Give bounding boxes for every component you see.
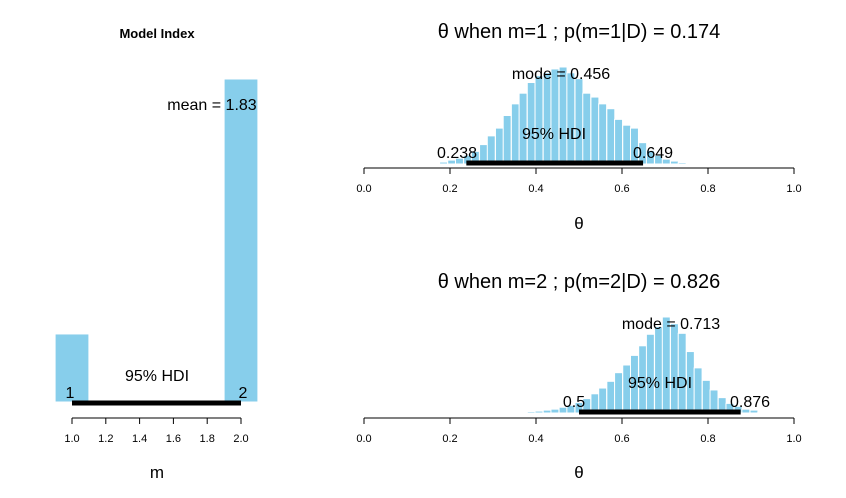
m2-hdi-high-label: 0.876	[730, 394, 770, 411]
m1-histogram-bar-32	[677, 162, 687, 165]
m1-hdi-high-label: 0.649	[633, 145, 673, 162]
m1-histogram-bar-33	[685, 162, 695, 165]
model-hdi-label: 95% HDI	[125, 368, 189, 385]
m1-panel-title: θ when m=1 ; p(m=1|D) = 0.174	[438, 21, 721, 43]
m2-histogram-bar-14	[614, 372, 624, 414]
m2-hdi-label: 95% HDI	[628, 375, 692, 392]
m1-hdi-label: 95% HDI	[522, 126, 586, 143]
m2-mode-label: mode = 0.713	[622, 316, 720, 333]
m1-histogram-bar-22	[598, 103, 608, 165]
m1-histogram-bar-2	[439, 161, 449, 165]
m1-histogram-bar-16	[550, 68, 560, 165]
model-tick-label-1: 1.0	[64, 433, 79, 445]
m1-tick-label-5: 0.8	[700, 183, 715, 195]
model-x-axis-label: m	[150, 463, 164, 482]
m2-panel-title: θ when m=2 ; p(m=2|D) = 0.826	[438, 271, 721, 293]
m1-histogram-bar-13	[526, 82, 536, 165]
m1-histogram-bar-15	[542, 72, 552, 165]
model-tick-label-3: 1.4	[132, 433, 147, 445]
m2-tick-label-2: 0.2	[442, 433, 457, 445]
m2-tick-label-3: 0.4	[528, 433, 543, 445]
m2-tick-label-1: 0.0	[356, 433, 371, 445]
m1-histogram-bar-11	[510, 103, 520, 165]
m2-histogram-bar-22	[677, 332, 687, 414]
model-tick-label-6: 2.0	[233, 433, 248, 445]
m1-mode-label: mode = 0.456	[512, 66, 610, 83]
m1-histogram-bar-8	[486, 135, 496, 165]
model-hdi-high-label: 2	[239, 385, 248, 402]
m2-histogram-bar-21	[669, 323, 679, 414]
m2-histogram-bar-6	[550, 408, 560, 414]
m1-tick-label-2: 0.2	[442, 183, 457, 195]
model-tick-label-5: 1.8	[200, 433, 215, 445]
m2-tick-label-6: 1.0	[786, 433, 801, 445]
model-bars	[54, 78, 259, 403]
m2-histogram-bar-5	[542, 409, 552, 414]
m2-histogram-bar-13	[606, 380, 616, 414]
m2-histogram-bar-18	[645, 333, 655, 414]
model-bar-1	[54, 333, 90, 403]
m1-tick-label-6: 1.0	[786, 183, 801, 195]
m1-histogram-bar-25	[622, 124, 632, 165]
m2-histogram-bar-25	[701, 379, 711, 414]
model-mean-label: mean = 1.83	[167, 97, 257, 114]
m1-tick-label-3: 0.4	[528, 183, 543, 195]
m2-histogram-bar-2	[518, 411, 528, 414]
model-x-ticks: 1.0 1.2 1.4 1.6 1.8 2.0	[64, 418, 249, 445]
model-bar-2	[223, 78, 259, 403]
theta-m2-panel: θ when m=2 ; p(m=2|D) = 0.826 mode = 0.7…	[356, 271, 801, 482]
m1-x-axis-label: θ	[574, 214, 583, 233]
m2-histogram-bar-32	[757, 411, 767, 414]
m1-tick-label-1: 0.0	[356, 183, 371, 195]
m2-x-ticks: 0.0 0.2 0.4 0.6 0.8 1.0	[356, 418, 802, 445]
m2-histogram-bar-19	[654, 326, 664, 414]
m1-histogram-bar-1	[431, 162, 441, 165]
m1-histogram-bar-21	[590, 96, 600, 165]
m1-histogram-bar-19	[574, 78, 584, 165]
m2-histogram-bar-24	[693, 367, 703, 414]
m1-histogram-bar-23	[606, 108, 616, 165]
m2-histogram-bar-3	[526, 411, 536, 414]
m1-histogram-bar-24	[614, 118, 624, 165]
m2-histogram-bar-4	[534, 410, 544, 414]
m2-bars	[510, 316, 767, 414]
m2-hdi-low-label: 0.5	[563, 394, 585, 411]
m1-histogram-bar-10	[502, 115, 512, 165]
model-index-panel: Model Index 95% HDI 1 2 mean = 1.83 1.0 1…	[54, 26, 259, 482]
m1-histogram-bar-9	[494, 127, 504, 165]
model-tick-label-2: 1.2	[98, 433, 113, 445]
model-panel-title: Model Index	[119, 26, 195, 41]
m1-histogram-bar-18	[566, 72, 576, 165]
m1-histogram-bar-14	[534, 75, 544, 165]
model-tick-label-4: 1.6	[166, 433, 181, 445]
theta-m1-panel: θ when m=1 ; p(m=1|D) = 0.174 mode = 0.4…	[356, 21, 801, 233]
m2-x-axis-label: θ	[574, 463, 583, 482]
m1-tick-label-4: 0.6	[614, 183, 629, 195]
m2-histogram-bar-12	[598, 387, 608, 414]
m2-tick-label-4: 0.6	[614, 433, 629, 445]
m1-hdi-low-label: 0.238	[437, 145, 477, 162]
m2-tick-label-5: 0.8	[700, 433, 715, 445]
m1-x-ticks: 0.0 0.2 0.4 0.6 0.8 1.0	[356, 168, 802, 195]
model-hdi-low-label: 1	[66, 385, 75, 402]
